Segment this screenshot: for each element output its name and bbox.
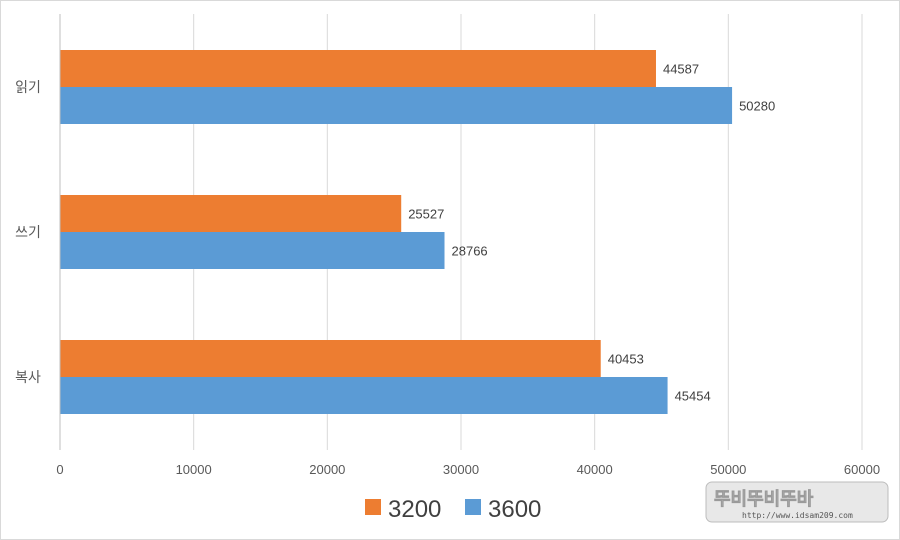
bar-3200 [60, 195, 402, 232]
svg-text:뚜비뚜비뚜바: 뚜비뚜비뚜바 [714, 489, 814, 510]
x-tick-label: 40000 [577, 462, 613, 477]
data-label: 25527 [408, 207, 444, 222]
data-labels: 44587 50280 25527 28766 40453 45454 [408, 62, 775, 404]
data-label: 50280 [739, 99, 775, 114]
data-label: 44587 [663, 62, 699, 77]
data-label: 28766 [452, 244, 488, 259]
legend: 3200 3600 [365, 496, 541, 523]
legend-label-3600: 3600 [488, 496, 541, 523]
x-tick-label: 60000 [844, 462, 880, 477]
legend-swatch-3200 [365, 499, 381, 515]
bar-3200 [60, 340, 601, 377]
bars [60, 50, 733, 414]
x-tick-label: 30000 [443, 462, 479, 477]
x-tick-label: 50000 [710, 462, 746, 477]
data-label: 40453 [608, 352, 644, 367]
watermark-url: http://www.idsam209.com [742, 511, 853, 520]
x-tick-label: 20000 [309, 462, 345, 477]
x-tick-label: 0 [56, 462, 63, 477]
category-label: 쓰기 [15, 225, 41, 241]
category-label: 읽기 [15, 80, 41, 96]
bar-3200 [60, 50, 656, 87]
x-tick-label: 10000 [176, 462, 212, 477]
watermark-logo: 뚜비뚜비뚜바 http://www.idsam209.com [705, 481, 889, 523]
legend-swatch-3600 [465, 499, 481, 515]
category-label: 복사 [15, 370, 41, 386]
data-label: 45454 [675, 389, 711, 404]
bar-3600 [60, 87, 733, 124]
legend-label-3200: 3200 [388, 496, 441, 523]
bar-3600 [60, 232, 445, 269]
bar-3600 [60, 377, 668, 414]
x-axis-ticks: 0 10000 20000 30000 40000 50000 60000 [56, 462, 880, 477]
